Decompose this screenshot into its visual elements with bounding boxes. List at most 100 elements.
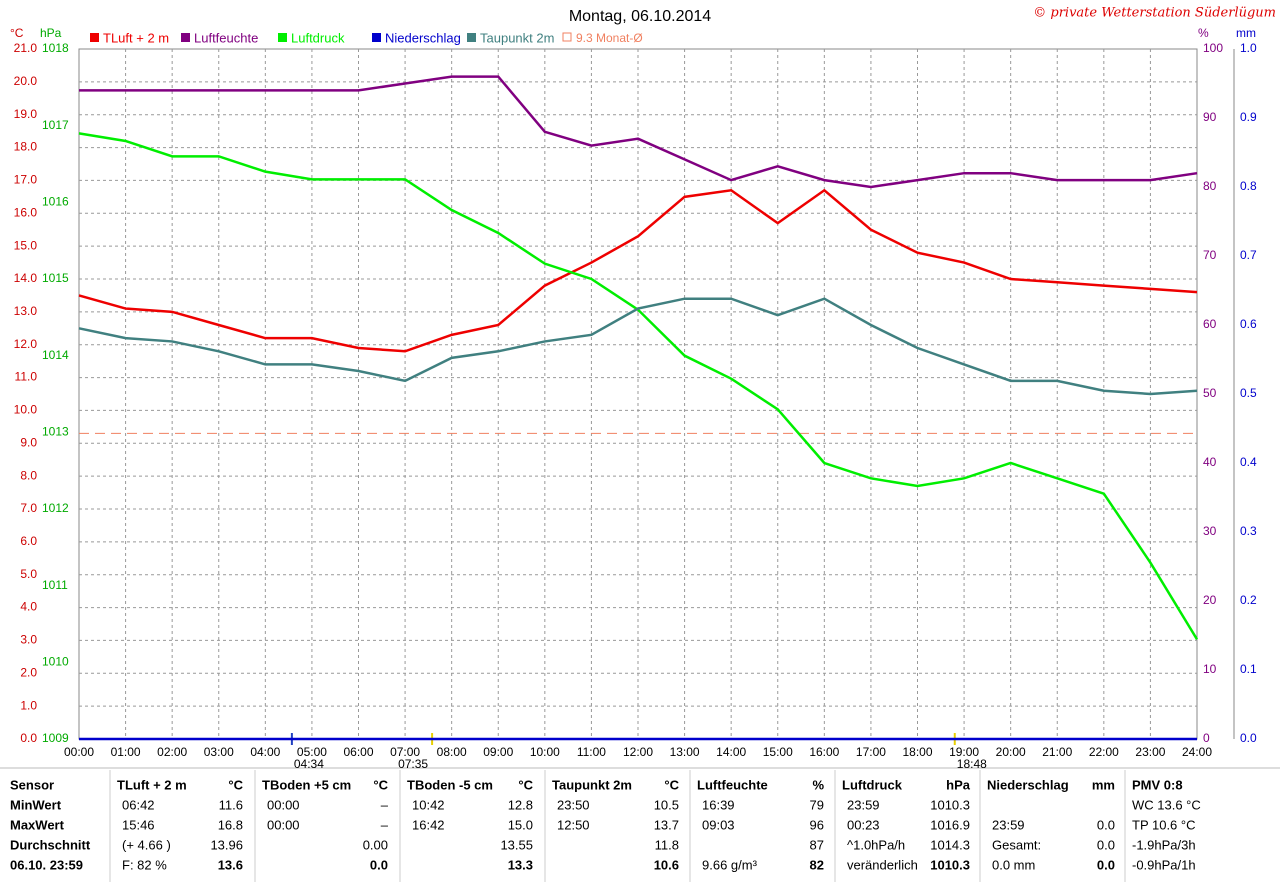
table-header: Sensor [10,777,54,792]
table-cell: TP 10.6 °C [1132,817,1196,832]
unit-mm: mm [1236,26,1256,40]
x-tick-label: 16:00 [809,745,839,759]
table-cell: 16.8 [218,817,243,832]
y2-tick-label: 1009 [42,731,69,745]
x-tick-label: 06:00 [343,745,373,759]
legend-swatch [372,33,381,42]
legend-label: Niederschlag [385,30,461,45]
table-cell: 15:46 [122,817,155,832]
y-tick-label: 5.0 [20,567,37,581]
table-header: TBoden -5 cm [407,777,493,792]
y2-tick-label: 1010 [42,655,69,669]
series-line [79,75,1198,189]
y-tick-label: 9.0 [20,435,37,449]
y4-tick-label: 0.8 [1240,179,1257,193]
y-tick-label: 7.0 [20,501,37,515]
y2-tick-label: 1012 [42,501,69,515]
series-line [78,188,1198,353]
table-cell: 0.0 [1097,857,1115,872]
x-tick-label: 17:00 [856,745,886,759]
y2-tick-label: 1013 [42,425,69,439]
y-tick-label: 1.0 [20,698,37,712]
legend-swatch [90,33,99,42]
table-cell: 06:42 [122,797,155,812]
table-cell: 12.8 [508,797,533,812]
legend-label: TLuft + 2 m [103,30,169,45]
table-cell: 82 [810,857,824,872]
y3-tick-label: 80 [1203,179,1217,193]
y-tick-label: 3.0 [20,633,37,647]
y-tick-label: 16.0 [14,205,38,219]
y-tick-label: 6.0 [20,534,37,548]
y2-tick-label: 1016 [42,195,69,209]
legend-label: Luftfeuchte [194,30,258,45]
table-cell: 00:00 [267,797,300,812]
table-cell: 23:59 [992,817,1025,832]
table-header: °C [228,777,243,792]
table-cell: 09:03 [702,817,735,832]
table-cell: 87 [810,837,824,852]
y-tick-label: 10.0 [14,403,38,417]
x-tick-label: 24:00 [1182,745,1212,759]
y-tick-label: 4.0 [20,600,37,614]
sun-marker-label: 04:34 [294,757,324,771]
y4-tick-label: 0.1 [1240,662,1257,676]
table-cell: 16:42 [412,817,445,832]
legend-swatch [562,32,572,42]
legend-label: Taupunkt 2m [480,30,554,45]
row-label: Durchschnitt [10,837,91,852]
table-header: mm [1092,777,1115,792]
x-tick-label: 20:00 [996,745,1026,759]
x-tick-label: 15:00 [763,745,793,759]
table-cell: 1014.3 [930,837,970,852]
table-cell: WC 13.6 °C [1132,797,1201,812]
table-cell: 1010.3 [930,857,970,872]
table-cell: 0.0 [1097,837,1115,852]
row-label: 06.10. 23:59 [10,857,83,872]
credit: © private Wetterstation Süderlügum [1033,6,1276,21]
table-cell: 1010.3 [930,797,970,812]
table-header: Luftfeuchte [697,777,768,792]
table-cell: 0.0 mm [992,857,1035,872]
table-cell: – [381,797,389,812]
table-cell: 15.0 [508,817,533,832]
y2-tick-label: 1011 [42,578,68,592]
table-cell: 13.55 [500,837,533,852]
x-tick-label: 03:00 [204,745,234,759]
table-cell: 1016.9 [930,817,970,832]
unit-hpa: hPa [40,26,62,40]
table-cell: 00:00 [267,817,300,832]
table-cell: (+ 4.66 ) [122,837,171,852]
y3-tick-label: 60 [1203,317,1217,331]
x-tick-label: 10:00 [530,745,560,759]
row-label: MaxWert [10,817,65,832]
legend-label: Luftdruck [291,30,345,45]
y2-tick-label: 1015 [42,271,69,285]
y-tick-label: 12.0 [14,337,38,351]
table-header: Niederschlag [987,777,1069,792]
y-tick-label: 20.0 [14,74,38,88]
table-cell: 10.5 [654,797,679,812]
y3-tick-label: 30 [1203,524,1217,538]
y2-tick-label: 1018 [42,41,69,55]
table-cell: 13.96 [210,837,243,852]
table-cell: 00:23 [847,817,880,832]
table-cell: 12:50 [557,817,590,832]
y3-tick-label: 40 [1203,455,1217,469]
table-header: TBoden +5 cm [262,777,351,792]
y-tick-label: 14.0 [14,271,38,285]
table-cell: 16:39 [702,797,735,812]
table-cell: F: 82 % [122,857,167,872]
x-tick-label: 13:00 [670,745,700,759]
x-tick-label: 02:00 [157,745,187,759]
y-tick-label: 0.0 [20,731,37,745]
y-tick-label: 17.0 [14,173,38,187]
x-tick-label: 14:00 [716,745,746,759]
table-cell: 0.0 [370,857,388,872]
y-tick-label: 11.0 [15,370,38,384]
y4-tick-label: 1.0 [1240,41,1257,55]
y4-tick-label: 0.2 [1240,593,1257,607]
y3-tick-label: 0 [1203,731,1210,745]
y4-tick-label: 0.0 [1240,731,1257,745]
